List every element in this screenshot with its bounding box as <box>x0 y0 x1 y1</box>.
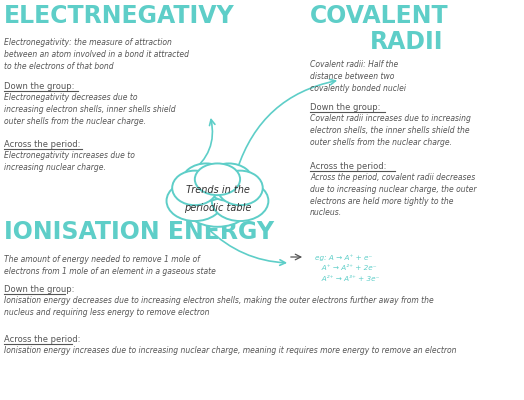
Text: Ionisation energy decreases due to increasing electron shells, making the outer : Ionisation energy decreases due to incre… <box>4 296 434 317</box>
Ellipse shape <box>180 169 255 227</box>
Text: A²⁺ → A³⁺ + 3e⁻: A²⁺ → A³⁺ + 3e⁻ <box>315 276 379 282</box>
Text: RADII: RADII <box>370 30 443 54</box>
Ellipse shape <box>217 171 263 205</box>
Text: ELECTRNEGATIVY: ELECTRNEGATIVY <box>4 4 235 28</box>
Text: Electronegativity decreases due to
increasing electron shells, inner shells shie: Electronegativity decreases due to incre… <box>4 93 176 126</box>
Text: periodic table: periodic table <box>184 203 251 213</box>
Text: Down the group:: Down the group: <box>4 285 74 294</box>
Ellipse shape <box>182 164 231 201</box>
Text: The amount of energy needed to remove 1 mole of
electrons from 1 mole of an elem: The amount of energy needed to remove 1 … <box>4 255 216 276</box>
Text: Covalent radii: Half the
distance between two
covalently bonded nuclei: Covalent radii: Half the distance betwee… <box>310 60 406 93</box>
Text: Across the period:: Across the period: <box>4 140 80 149</box>
Text: Across the period:: Across the period: <box>4 335 80 344</box>
Text: eg: A → A⁺ + e⁻: eg: A → A⁺ + e⁻ <box>315 254 373 261</box>
Ellipse shape <box>172 171 217 205</box>
Ellipse shape <box>167 181 223 221</box>
Text: Electronegativity increases due to
increasing nuclear charge.: Electronegativity increases due to incre… <box>4 151 135 172</box>
Text: Across the period, covalent radii decreases
due to increasing nuclear charge, th: Across the period, covalent radii decrea… <box>310 173 476 217</box>
Text: Trends in the: Trends in the <box>185 185 249 195</box>
Ellipse shape <box>195 164 240 195</box>
Ellipse shape <box>204 164 253 201</box>
Text: A⁺ → A²⁺ + 2e⁻: A⁺ → A²⁺ + 2e⁻ <box>315 265 377 271</box>
Text: Covalent radii increases due to increasing
electron shells, the inner shells shi: Covalent radii increases due to increasi… <box>310 114 471 146</box>
Text: Electronegativity: the measure of attraction
between an atom involved in a bond : Electronegativity: the measure of attrac… <box>4 38 189 70</box>
Ellipse shape <box>212 181 268 221</box>
Text: Down the group:: Down the group: <box>4 82 74 91</box>
Text: IONISATION ENERGY: IONISATION ENERGY <box>4 220 274 244</box>
Text: Ionisation energy increases due to increasing nuclear charge, meaning it require: Ionisation energy increases due to incre… <box>4 346 456 355</box>
Text: Down the group:: Down the group: <box>310 103 380 112</box>
Text: Across the period:: Across the period: <box>310 162 386 171</box>
Text: COVALENT: COVALENT <box>310 4 449 28</box>
